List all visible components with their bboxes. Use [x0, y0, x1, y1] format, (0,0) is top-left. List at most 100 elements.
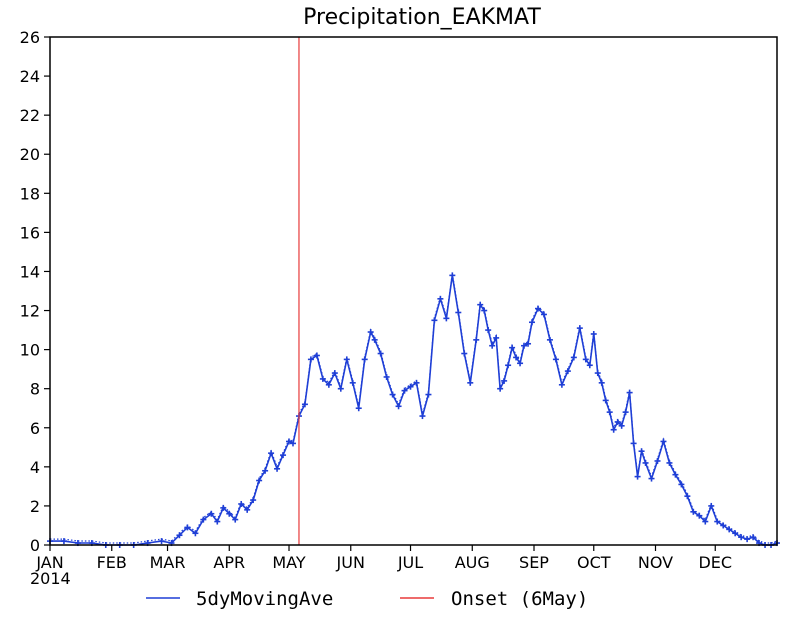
- data-point: [509, 344, 516, 351]
- x-tick-label: JUL: [397, 553, 423, 572]
- data-point: [289, 440, 296, 447]
- legend: 5dyMovingAve Onset (6May): [146, 588, 588, 610]
- series-line: [50, 274, 778, 546]
- data-point: [371, 336, 378, 343]
- data-point: [389, 391, 396, 398]
- data-point: [437, 295, 444, 302]
- data-point: [648, 475, 655, 482]
- data-point: [407, 383, 414, 390]
- data-point: [425, 391, 432, 398]
- data-point: [467, 379, 474, 386]
- y-tick-label: 0: [30, 536, 40, 555]
- data-point: [383, 373, 390, 380]
- data-point: [268, 450, 275, 457]
- data-point: [214, 518, 221, 525]
- x-tick-label: JAN: [35, 553, 63, 572]
- data-point: [598, 379, 605, 386]
- data-point: [60, 538, 67, 545]
- data-point: [606, 409, 613, 416]
- data-point: [307, 356, 314, 363]
- y-tick-label: 24: [20, 67, 40, 86]
- data-point: [634, 473, 641, 480]
- data-point: [489, 342, 496, 349]
- data-point: [582, 356, 589, 363]
- data-point: [238, 500, 245, 507]
- x-tick-label: APR: [213, 553, 245, 572]
- data-point: [586, 362, 593, 369]
- data-point: [477, 301, 484, 308]
- data-point: [473, 336, 480, 343]
- data-point: [501, 377, 508, 384]
- x-tick-label: MAR: [150, 553, 186, 572]
- x-tick-label: MAY: [272, 553, 306, 572]
- data-point: [286, 438, 293, 445]
- series-dotted-trace: [50, 273, 778, 544]
- data-point: [525, 340, 532, 347]
- data-point: [594, 370, 601, 377]
- data-point: [200, 516, 207, 523]
- data-point: [449, 272, 456, 279]
- data-point: [529, 319, 536, 326]
- y-tick-label: 4: [30, 458, 40, 477]
- data-point: [602, 397, 609, 404]
- data-point: [654, 457, 661, 464]
- data-point: [714, 518, 721, 525]
- y-tick-label: 10: [20, 341, 40, 360]
- data-point: [610, 426, 617, 433]
- data-point: [493, 334, 500, 341]
- data-point: [485, 327, 492, 334]
- data-point: [666, 459, 673, 466]
- data-point: [521, 342, 528, 349]
- data-point: [319, 375, 326, 382]
- data-point: [262, 467, 269, 474]
- data-point: [313, 352, 320, 359]
- data-point: [443, 315, 450, 322]
- data-point: [684, 493, 691, 500]
- data-point: [274, 465, 281, 472]
- data-point: [505, 362, 512, 369]
- data-point: [343, 356, 350, 363]
- data-point: [244, 506, 251, 513]
- data-point: [534, 305, 541, 312]
- y-tick-label: 16: [20, 223, 40, 242]
- data-point: [461, 350, 468, 357]
- data-point: [517, 360, 524, 367]
- data-point: [192, 530, 199, 537]
- y-tick-label: 20: [20, 145, 40, 164]
- legend-label-onset: Onset (6May): [451, 588, 588, 610]
- x-axis-year-label: 2014: [30, 569, 71, 588]
- data-point: [618, 422, 625, 429]
- x-axis: JAN FEB MAR APR MAY JUN JUL AUG SEP OCT NOV DEC: [35, 545, 732, 572]
- data-point: [726, 526, 733, 533]
- data-point: [325, 381, 332, 388]
- y-tick-label: 18: [20, 184, 40, 203]
- data-point: [513, 354, 520, 361]
- y-tick-label: 26: [20, 28, 40, 47]
- data-point: [232, 516, 239, 523]
- data-point: [720, 522, 727, 529]
- data-point: [256, 477, 263, 484]
- data-point: [401, 387, 408, 394]
- data-point: [540, 311, 547, 318]
- data-point: [626, 389, 633, 396]
- data-point: [497, 385, 504, 392]
- data-point: [355, 405, 362, 412]
- data-point: [176, 532, 183, 539]
- data-point: [337, 385, 344, 392]
- x-tick-label: NOV: [638, 553, 673, 572]
- data-point: [570, 354, 577, 361]
- y-tick-label: 22: [20, 106, 40, 125]
- chart-title: Precipitation_EAKMAT: [303, 5, 541, 30]
- data-point: [660, 438, 667, 445]
- data-point: [678, 481, 685, 488]
- data-point: [184, 524, 191, 531]
- data-point: [158, 538, 165, 545]
- data-point: [546, 336, 553, 343]
- x-tick-label: SEP: [519, 553, 549, 572]
- data-point: [208, 510, 215, 517]
- data-point: [552, 356, 559, 363]
- data-point: [642, 459, 649, 466]
- data-point: [696, 512, 703, 519]
- x-tick-label: JUN: [336, 553, 365, 572]
